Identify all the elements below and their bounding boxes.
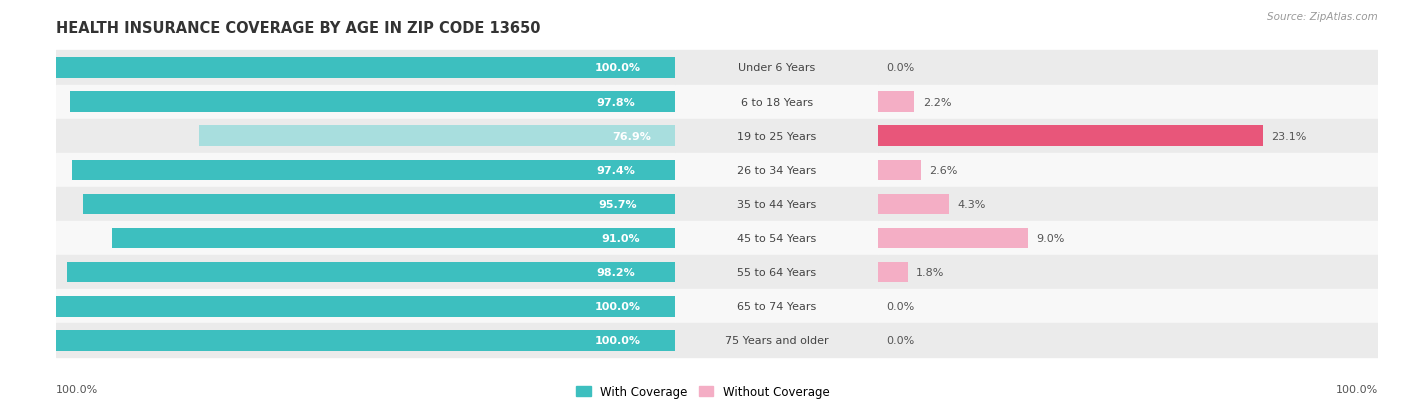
Bar: [200, 126, 675, 147]
Text: 100.0%: 100.0%: [595, 63, 641, 73]
Bar: [56, 58, 675, 78]
Bar: [877, 323, 1378, 358]
Bar: [56, 85, 675, 119]
Bar: [675, 85, 877, 119]
Bar: [877, 290, 1378, 323]
Bar: [877, 153, 1378, 188]
Bar: [877, 85, 1378, 119]
Text: 9.0%: 9.0%: [1036, 233, 1064, 243]
Bar: [56, 221, 675, 256]
Bar: [112, 228, 675, 249]
Text: 76.9%: 76.9%: [612, 131, 651, 141]
Bar: [877, 126, 1263, 147]
Text: 0.0%: 0.0%: [886, 63, 914, 73]
Bar: [877, 51, 1378, 85]
Bar: [56, 153, 675, 188]
Text: 97.4%: 97.4%: [596, 166, 636, 176]
Bar: [675, 51, 877, 85]
Bar: [56, 297, 675, 317]
Text: 0.0%: 0.0%: [886, 301, 914, 311]
Bar: [70, 92, 675, 112]
Bar: [675, 221, 877, 256]
Text: 23.1%: 23.1%: [1271, 131, 1306, 141]
Text: 75 Years and older: 75 Years and older: [724, 336, 828, 346]
Bar: [675, 153, 877, 188]
Text: 97.8%: 97.8%: [596, 97, 636, 107]
Text: 100.0%: 100.0%: [1336, 384, 1378, 394]
Bar: [877, 119, 1378, 153]
Text: 6 to 18 Years: 6 to 18 Years: [741, 97, 813, 107]
Bar: [72, 160, 675, 180]
Bar: [675, 323, 877, 358]
Text: 55 to 64 Years: 55 to 64 Years: [737, 268, 815, 278]
Bar: [675, 119, 877, 153]
Text: 65 to 74 Years: 65 to 74 Years: [737, 301, 817, 311]
Text: 100.0%: 100.0%: [595, 301, 641, 311]
Bar: [675, 290, 877, 323]
Bar: [56, 290, 675, 323]
Bar: [83, 194, 675, 215]
Text: 2.2%: 2.2%: [922, 97, 952, 107]
Bar: [56, 51, 675, 85]
Text: 91.0%: 91.0%: [602, 233, 640, 243]
Bar: [877, 256, 1378, 290]
Text: 4.3%: 4.3%: [957, 199, 986, 209]
Bar: [877, 221, 1378, 256]
Text: 26 to 34 Years: 26 to 34 Years: [737, 166, 817, 176]
Legend: With Coverage, Without Coverage: With Coverage, Without Coverage: [572, 381, 834, 403]
Bar: [877, 188, 1378, 221]
Bar: [67, 262, 675, 283]
Text: 2.6%: 2.6%: [929, 166, 957, 176]
Bar: [877, 160, 921, 180]
Bar: [675, 188, 877, 221]
Bar: [877, 92, 914, 112]
Text: Source: ZipAtlas.com: Source: ZipAtlas.com: [1267, 12, 1378, 22]
Text: 95.7%: 95.7%: [598, 199, 637, 209]
Text: 0.0%: 0.0%: [886, 336, 914, 346]
Bar: [877, 194, 949, 215]
Text: Under 6 Years: Under 6 Years: [738, 63, 815, 73]
Text: 45 to 54 Years: 45 to 54 Years: [737, 233, 817, 243]
Text: 100.0%: 100.0%: [56, 384, 98, 394]
Text: 35 to 44 Years: 35 to 44 Years: [737, 199, 817, 209]
Bar: [675, 256, 877, 290]
Bar: [56, 119, 675, 153]
Text: 19 to 25 Years: 19 to 25 Years: [737, 131, 817, 141]
Bar: [56, 188, 675, 221]
Bar: [877, 262, 908, 283]
Text: 100.0%: 100.0%: [595, 336, 641, 346]
Bar: [56, 256, 675, 290]
Bar: [56, 330, 675, 351]
Bar: [877, 228, 1028, 249]
Text: 98.2%: 98.2%: [596, 268, 636, 278]
Text: 1.8%: 1.8%: [917, 268, 945, 278]
Bar: [56, 323, 675, 358]
Text: HEALTH INSURANCE COVERAGE BY AGE IN ZIP CODE 13650: HEALTH INSURANCE COVERAGE BY AGE IN ZIP …: [56, 21, 541, 36]
